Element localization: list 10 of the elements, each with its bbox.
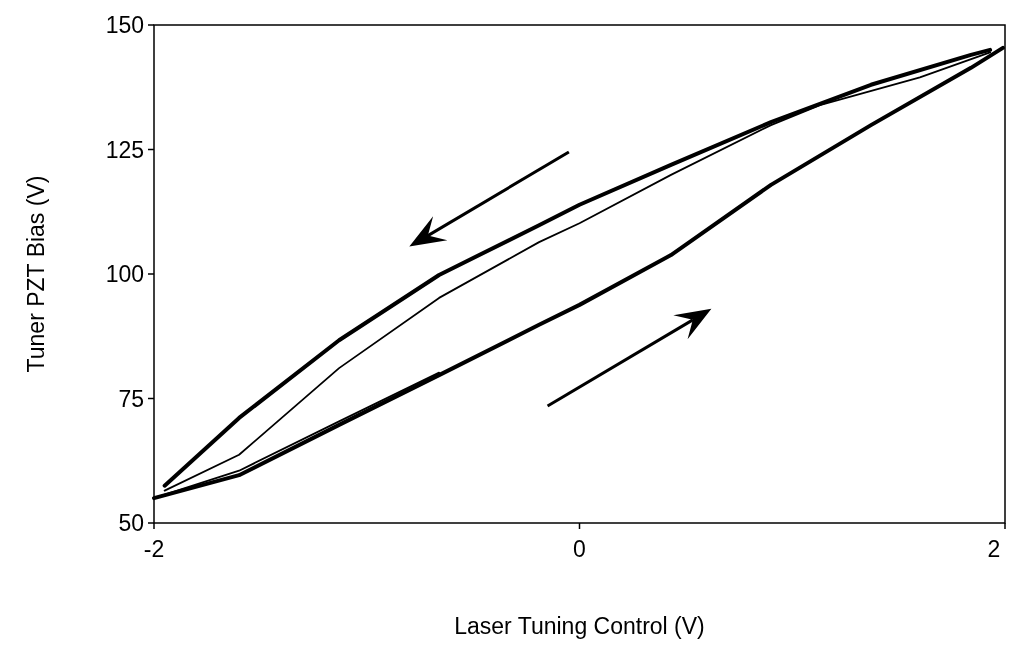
y-tick-label: 75 xyxy=(118,385,144,412)
x-tick-label: -2 xyxy=(143,536,165,562)
x-tick-label: 2 xyxy=(987,536,1001,562)
y-tick-label: 100 xyxy=(105,261,144,288)
y-tick-label: 125 xyxy=(105,136,144,163)
y-tick-label: 150 xyxy=(105,12,144,39)
y-tick-label: 50 xyxy=(118,510,144,537)
y-axis-title: Tuner PZT Bias (V) xyxy=(23,175,49,373)
x-axis-title: Laser Tuning Control (V) xyxy=(454,613,705,639)
x-tick-label: 0 xyxy=(573,536,586,562)
